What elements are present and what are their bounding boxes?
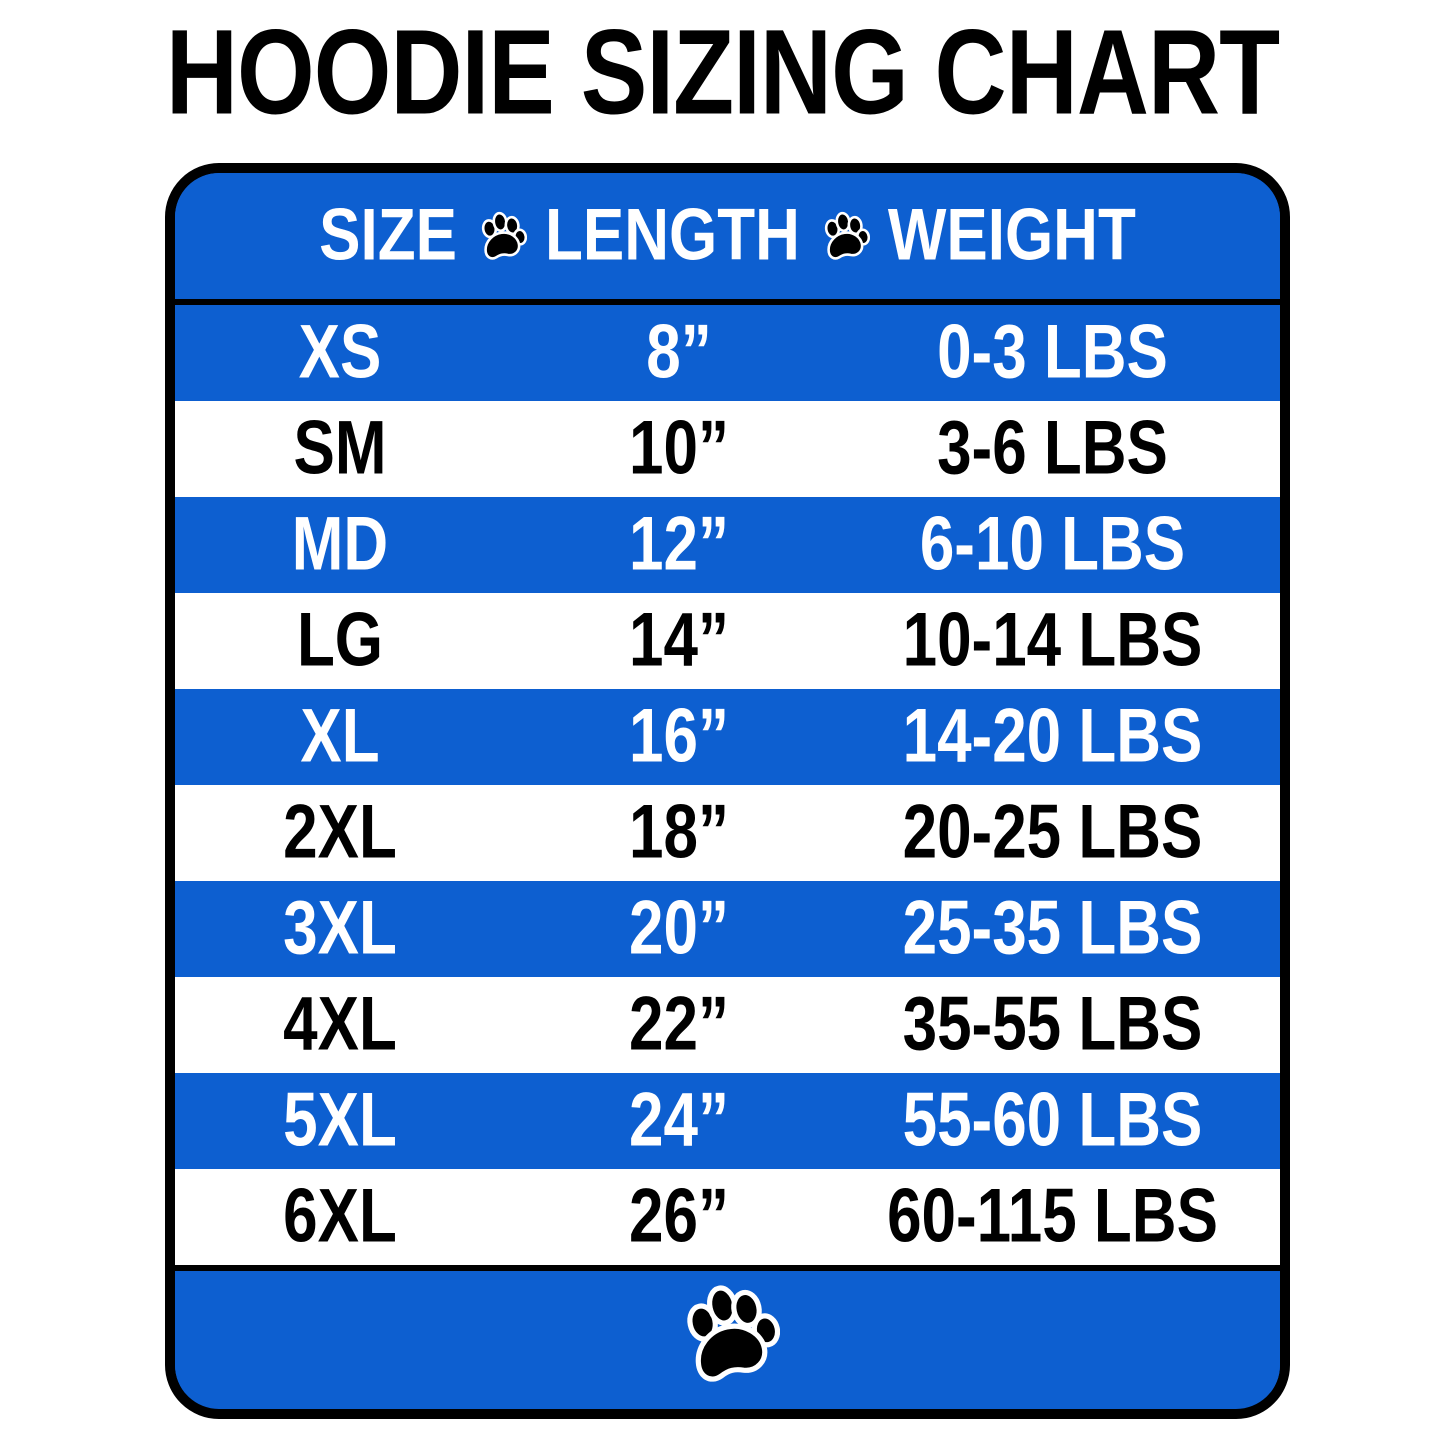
cell-size: 4XL bbox=[283, 982, 397, 1067]
cell-length: 24” bbox=[629, 1078, 729, 1163]
cell-size: XS bbox=[298, 310, 382, 395]
cell-weight: 25-35 LBS bbox=[902, 886, 1203, 971]
cell-length: 18” bbox=[629, 790, 729, 875]
table-header-row: SIZE LENGTH bbox=[175, 173, 1280, 305]
cell-length: 14” bbox=[629, 598, 729, 683]
cell-length: 26” bbox=[629, 1174, 729, 1259]
paw-print-icon bbox=[676, 1280, 780, 1384]
paw-print-icon bbox=[818, 210, 870, 262]
column-header-length: LENGTH bbox=[544, 194, 800, 277]
cell-size: LG bbox=[296, 598, 384, 683]
cell-weight: 14-20 LBS bbox=[902, 694, 1203, 779]
cell-weight: 35-55 LBS bbox=[902, 982, 1203, 1067]
cell-size: 3XL bbox=[283, 886, 397, 971]
table-row: 6XL 26” 60-115 LBS bbox=[175, 1169, 1280, 1265]
table-footer bbox=[175, 1265, 1280, 1393]
column-header-size: SIZE bbox=[319, 194, 457, 277]
table-row: XL 16” 14-20 LBS bbox=[175, 689, 1280, 785]
table-row: 2XL 18” 20-25 LBS bbox=[175, 785, 1280, 881]
paw-print-icon bbox=[475, 210, 527, 262]
table-row: SM 10” 3-6 LBS bbox=[175, 401, 1280, 497]
table-row: MD 12” 6-10 LBS bbox=[175, 497, 1280, 593]
page-title: HOODIE SIZING CHART bbox=[165, 5, 1280, 141]
cell-weight: 6-10 LBS bbox=[919, 502, 1186, 587]
cell-size: 5XL bbox=[283, 1078, 397, 1163]
cell-length: 22” bbox=[629, 982, 729, 1067]
column-header-weight: WEIGHT bbox=[887, 194, 1136, 277]
cell-weight: 3-6 LBS bbox=[937, 406, 1168, 491]
table-row: XS 8” 0-3 LBS bbox=[175, 305, 1280, 401]
cell-size: XL bbox=[300, 694, 380, 779]
cell-size: 2XL bbox=[283, 790, 397, 875]
cell-weight: 60-115 LBS bbox=[887, 1174, 1218, 1259]
table-row: LG 14” 10-14 LBS bbox=[175, 593, 1280, 689]
sizing-chart-card: SIZE LENGTH bbox=[165, 163, 1290, 1419]
cell-length: 10” bbox=[629, 406, 729, 491]
table-body: XS 8” 0-3 LBS SM 10” 3-6 LBS MD 12” 6-10 LBS LG 14… bbox=[175, 305, 1280, 1265]
table-row: 4XL 22” 35-55 LBS bbox=[175, 977, 1280, 1073]
cell-weight: 0-3 LBS bbox=[937, 310, 1168, 395]
cell-weight: 20-25 LBS bbox=[902, 790, 1203, 875]
table-row: 5XL 24” 55-60 LBS bbox=[175, 1073, 1280, 1169]
cell-size: 6XL bbox=[283, 1174, 397, 1259]
table-row: 3XL 20” 25-35 LBS bbox=[175, 881, 1280, 977]
cell-size: SM bbox=[293, 406, 387, 491]
cell-length: 16” bbox=[629, 694, 729, 779]
cell-length: 12” bbox=[629, 502, 729, 587]
cell-weight: 55-60 LBS bbox=[902, 1078, 1203, 1163]
cell-weight: 10-14 LBS bbox=[902, 598, 1203, 683]
cell-length: 8” bbox=[646, 310, 712, 395]
cell-length: 20” bbox=[629, 886, 729, 971]
cell-size: MD bbox=[291, 502, 389, 587]
